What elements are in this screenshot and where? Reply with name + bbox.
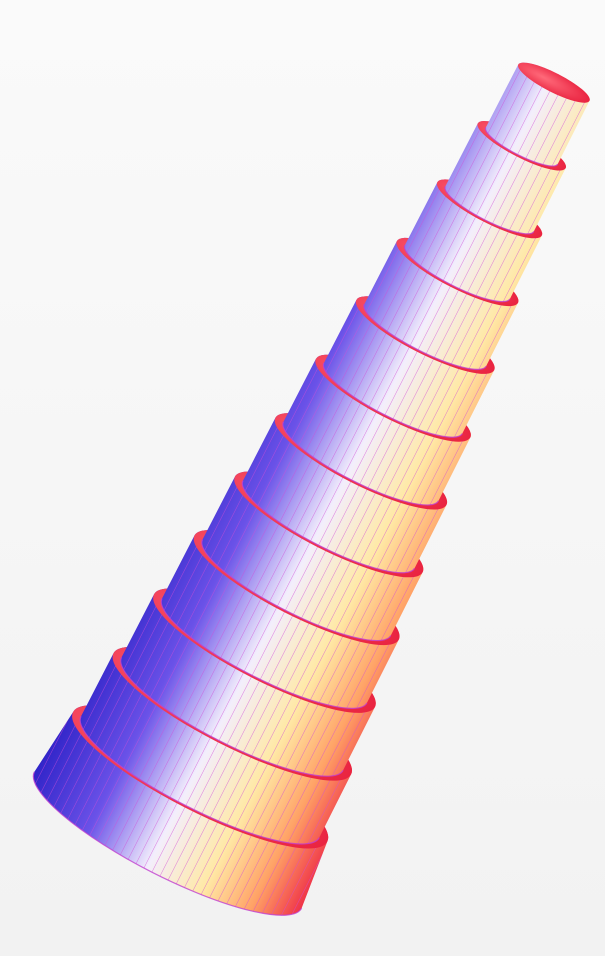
page: (() => { const data = JSON.parse(documen… [0, 0, 605, 956]
scene [0, 0, 605, 956]
